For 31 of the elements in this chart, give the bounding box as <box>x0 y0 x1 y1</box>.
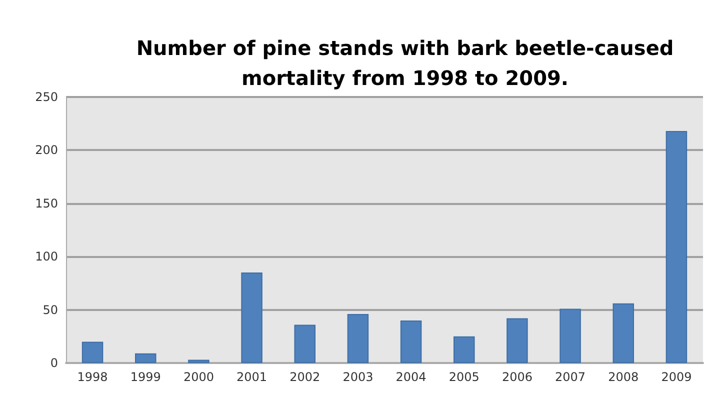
bar <box>666 131 688 363</box>
bar <box>612 303 634 363</box>
chart-title: Number of pine stands with bark beetle-caused mortality from 1998 to 2009. <box>136 36 674 90</box>
x-tick-label: 2006 <box>502 370 532 384</box>
bar <box>135 353 156 363</box>
y-tick-label: 200 <box>35 143 58 158</box>
x-tick-label: 1998 <box>77 370 108 384</box>
x-tick-label: 2000 <box>183 370 214 384</box>
x-tick-label: 2002 <box>290 370 320 384</box>
bar <box>188 360 210 363</box>
y-tick-label: 150 <box>35 196 58 210</box>
y-tick-label: 50 <box>42 302 58 317</box>
x-tick-label: 2007 <box>555 370 586 384</box>
bar <box>294 324 316 363</box>
x-tick-label: 1999 <box>130 370 161 384</box>
x-tick-label: 2003 <box>342 370 374 384</box>
bar <box>560 308 581 363</box>
x-tick-label: 2009 <box>661 370 692 384</box>
y-tick-label: 100 <box>35 250 58 264</box>
bar <box>347 314 369 363</box>
bar <box>400 320 422 363</box>
bar <box>241 272 262 363</box>
bar <box>82 342 104 363</box>
x-tick-label: 2004 <box>396 370 426 384</box>
x-tick-label: 2005 <box>448 370 480 384</box>
x-tick-label: 2008 <box>608 370 639 384</box>
bar <box>506 318 528 363</box>
y-tick-label: 250 <box>35 90 58 104</box>
bar <box>454 336 475 363</box>
x-tick-label: 2001 <box>236 370 268 384</box>
y-tick-label: 0 <box>50 356 58 370</box>
